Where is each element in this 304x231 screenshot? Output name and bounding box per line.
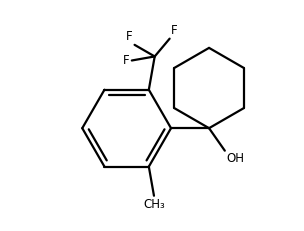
Text: F: F [171,24,178,37]
Text: F: F [123,54,129,67]
Text: F: F [126,30,133,43]
Text: OH: OH [226,152,244,165]
Text: CH₃: CH₃ [143,198,165,211]
